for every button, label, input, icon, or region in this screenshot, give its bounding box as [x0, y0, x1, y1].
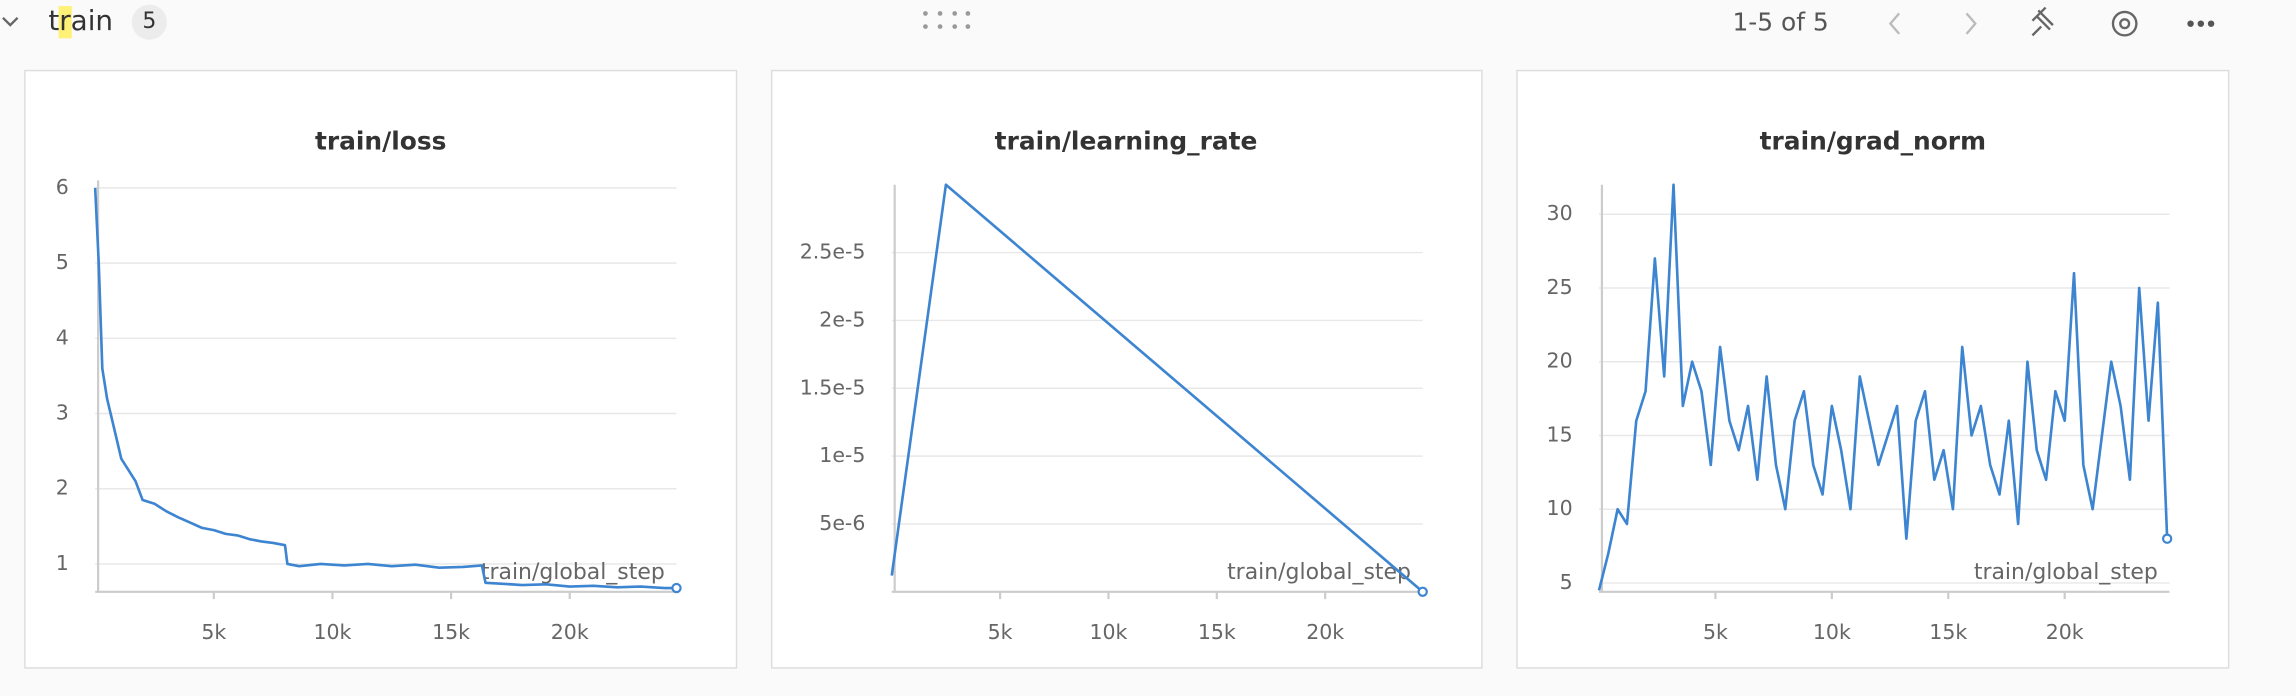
panel	[770, 69, 1483, 669]
last-point	[1417, 586, 1428, 598]
series-line	[890, 183, 1424, 593]
last-point	[671, 582, 682, 594]
x-tick-label: 5k	[201, 620, 226, 644]
y-tick-label: 10	[1547, 496, 1573, 520]
section-title[interactable]: train	[48, 4, 113, 37]
drag-handle[interactable]	[923, 11, 971, 29]
x-axis-label: train/global_step	[1227, 560, 1411, 585]
count-badge	[131, 4, 167, 40]
y-tick-label: 20	[1547, 349, 1573, 373]
y-tick-label: 25	[1547, 275, 1573, 299]
x-tick-label: 10k	[1089, 620, 1127, 644]
y-tick-label: 1e-5	[819, 443, 865, 467]
y-tick-label: 2	[56, 476, 69, 500]
collapse-chevron[interactable]	[2, 16, 19, 27]
x-tick-label: 15k	[1198, 620, 1236, 644]
y-tick-label: 5	[56, 250, 69, 274]
y-tick-label: 1	[56, 551, 69, 575]
last-point	[2161, 533, 2173, 544]
panel	[24, 69, 738, 669]
prev-page[interactable]	[1888, 12, 1901, 35]
x-tick-label: 10k	[1813, 620, 1851, 644]
y-tick-label: 1.5e-5	[800, 375, 866, 399]
more-button[interactable]	[2187, 20, 2215, 27]
x-tick-label: 15k	[432, 620, 470, 644]
pagination: 1-5 of 5	[1732, 8, 1828, 37]
series-line	[93, 187, 677, 590]
settings-button[interactable]	[2111, 10, 2138, 37]
y-tick-label: 5e-6	[819, 511, 865, 535]
x-axis-label: train/global_step	[481, 560, 665, 585]
y-tick-label: 2.5e-5	[800, 240, 866, 264]
x-tick-label: 20k	[1306, 620, 1344, 644]
x-axis-label: train/global_step	[1974, 560, 2158, 585]
search-highlight	[58, 6, 72, 39]
x-tick-label: 5k	[988, 620, 1013, 644]
x-tick-label: 20k	[2046, 620, 2084, 644]
next-page[interactable]	[1965, 12, 1977, 35]
y-tick-label: 6	[56, 175, 69, 199]
pin-button[interactable]	[2031, 6, 2054, 37]
x-tick-label: 15k	[1929, 620, 1967, 644]
x-tick-label: 5k	[1703, 620, 1728, 644]
y-tick-label: 5	[1560, 570, 1573, 594]
x-tick-label: 10k	[313, 620, 351, 644]
x-tick-label: 20k	[551, 620, 589, 644]
chart-title: train/grad_norm	[1760, 126, 1986, 155]
chart-title: train/learning_rate	[995, 126, 1258, 155]
y-tick-label: 30	[1547, 201, 1573, 225]
y-tick-label: 4	[56, 325, 69, 349]
y-tick-label: 15	[1547, 422, 1573, 446]
section-count: 5	[142, 9, 156, 34]
y-tick-label: 3	[56, 401, 69, 425]
series-line	[1597, 183, 2169, 591]
y-tick-label: 2e-5	[819, 307, 865, 331]
chart-title: train/loss	[315, 126, 447, 155]
